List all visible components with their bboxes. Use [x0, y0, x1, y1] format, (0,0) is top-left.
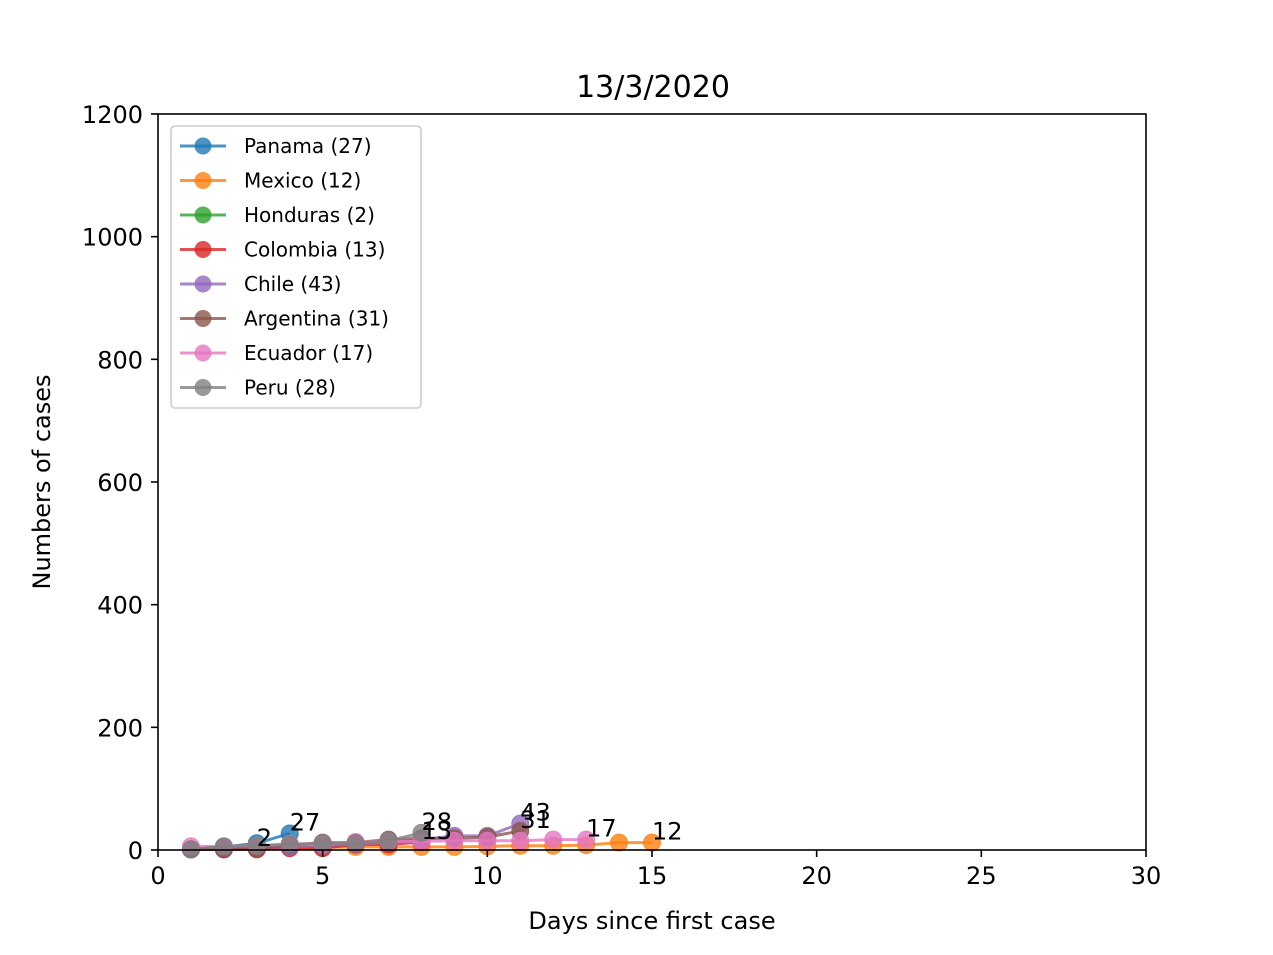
data-point	[214, 837, 233, 856]
legend: Panama (27) Mexico (12) Honduras (2) Colomb…	[170, 125, 422, 409]
legend-label: Chile (43)	[244, 272, 341, 296]
legend-entry: Ecuador (17)	[180, 341, 373, 365]
x-tick-label: 30	[1131, 862, 1162, 890]
end-value-label: 43	[520, 799, 551, 827]
data-point	[511, 831, 530, 850]
y-tick-label: 200	[97, 714, 143, 742]
data-point	[478, 831, 497, 850]
end-value-label: 17	[586, 815, 617, 843]
legend-entry: Peru (28)	[180, 376, 336, 400]
x-tick-label: 15	[637, 862, 668, 890]
data-point	[379, 831, 398, 850]
legend-label: Ecuador (17)	[244, 341, 373, 365]
data-point	[346, 834, 365, 853]
chart-title: 13/3/2020	[576, 70, 730, 105]
x-axis: 0 5 10 15 20 25 30	[150, 850, 1161, 890]
y-tick-label: 0	[128, 837, 143, 865]
legend-label: Peru (28)	[244, 376, 336, 400]
legend-entry: Argentina (31)	[180, 307, 389, 331]
x-tick-label: 25	[966, 862, 997, 890]
legend-entry: Panama (27)	[180, 134, 372, 158]
legend-label: Mexico (12)	[244, 169, 361, 193]
legend-entry: Chile (43)	[180, 272, 341, 296]
y-axis: 0 200 400 600 800 1000 1200	[82, 101, 158, 865]
legend-marker	[194, 137, 212, 155]
y-tick-label: 400	[97, 592, 143, 620]
y-tick-label: 1200	[82, 101, 143, 129]
legend-marker	[194, 275, 212, 293]
x-tick-label: 10	[472, 862, 503, 890]
legend-marker	[194, 241, 212, 258]
legend-marker	[194, 206, 212, 224]
x-tick-label: 20	[801, 862, 832, 890]
y-axis-label: Numbers of cases	[28, 375, 56, 590]
end-value-label: 31	[520, 806, 551, 834]
legend-marker	[194, 310, 212, 327]
legend-label: Panama (27)	[244, 134, 372, 158]
x-tick-label: 0	[150, 862, 165, 890]
lines-layer	[181, 814, 661, 859]
legend-entry: Mexico (12)	[180, 169, 361, 193]
data-point	[577, 830, 596, 849]
end-value-label: 13	[421, 817, 452, 845]
y-tick-label: 600	[97, 469, 143, 497]
legend-marker	[194, 344, 212, 362]
data-point	[544, 830, 563, 849]
data-point	[280, 835, 299, 854]
data-point	[610, 833, 629, 852]
end-value-label: 27	[290, 808, 321, 836]
legend-marker	[194, 172, 212, 189]
x-tick-label: 5	[315, 862, 330, 890]
legend-label: Colombia (13)	[244, 238, 385, 262]
end-value-label: 28	[421, 808, 452, 836]
y-tick-label: 800	[97, 346, 143, 374]
legend-marker	[194, 379, 212, 396]
legend-entry: Colombia (13)	[180, 238, 385, 262]
legend-label: Argentina (31)	[244, 307, 389, 331]
data-point	[412, 823, 431, 842]
legend-label: Honduras (2)	[244, 203, 375, 227]
legend-entry: Honduras (2)	[180, 203, 375, 227]
end-value-label: 12	[652, 818, 683, 846]
legend-box	[170, 125, 422, 409]
x-axis-label: Days since first case	[528, 907, 775, 935]
end-value-label: 2	[257, 824, 272, 852]
y-tick-label: 1000	[82, 224, 143, 252]
